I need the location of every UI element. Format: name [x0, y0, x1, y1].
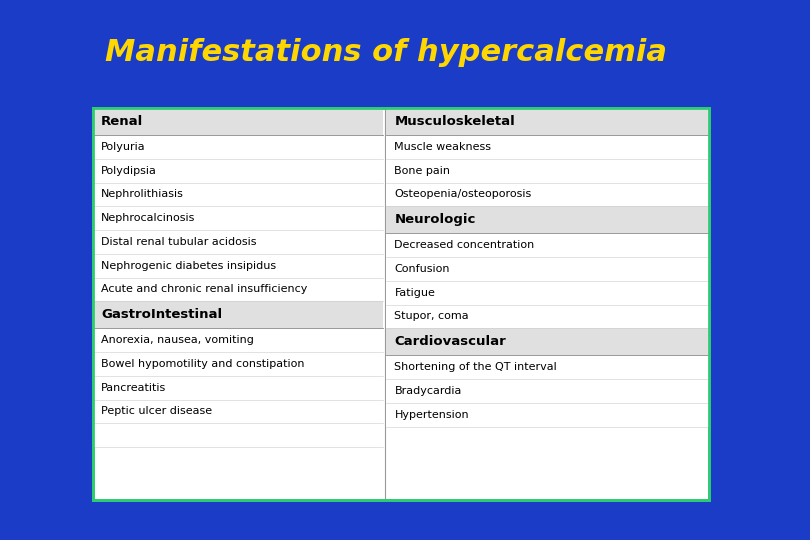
Text: GastroIntestinal: GastroIntestinal	[101, 308, 223, 321]
FancyBboxPatch shape	[93, 159, 383, 183]
FancyBboxPatch shape	[93, 108, 383, 135]
FancyBboxPatch shape	[93, 301, 383, 328]
Text: Nephrogenic diabetes insipidus: Nephrogenic diabetes insipidus	[101, 261, 276, 271]
FancyBboxPatch shape	[386, 159, 709, 183]
Text: Peptic ulcer disease: Peptic ulcer disease	[101, 407, 212, 416]
FancyBboxPatch shape	[93, 230, 383, 254]
Text: Decreased concentration: Decreased concentration	[394, 240, 535, 250]
FancyBboxPatch shape	[386, 355, 709, 379]
FancyBboxPatch shape	[386, 305, 709, 328]
FancyBboxPatch shape	[93, 135, 383, 159]
Text: Distal renal tubular acidosis: Distal renal tubular acidosis	[101, 237, 257, 247]
FancyBboxPatch shape	[386, 403, 709, 427]
FancyBboxPatch shape	[386, 183, 709, 206]
Text: Bradycardia: Bradycardia	[394, 386, 462, 396]
Text: Bowel hypomotility and constipation: Bowel hypomotility and constipation	[101, 359, 305, 369]
FancyBboxPatch shape	[386, 108, 709, 135]
Text: Fatigue: Fatigue	[394, 288, 435, 298]
Text: Acute and chronic renal insufficiency: Acute and chronic renal insufficiency	[101, 285, 308, 294]
FancyBboxPatch shape	[93, 328, 383, 352]
FancyBboxPatch shape	[386, 281, 709, 305]
Text: Nephrocalcinosis: Nephrocalcinosis	[101, 213, 196, 223]
Text: Osteopenia/osteoporosis: Osteopenia/osteoporosis	[394, 190, 531, 199]
FancyBboxPatch shape	[93, 400, 383, 423]
FancyBboxPatch shape	[386, 206, 709, 233]
Text: Musculoskeletal: Musculoskeletal	[394, 115, 515, 128]
FancyBboxPatch shape	[93, 183, 383, 206]
FancyBboxPatch shape	[386, 379, 709, 403]
FancyBboxPatch shape	[93, 352, 383, 376]
FancyBboxPatch shape	[386, 257, 709, 281]
Text: Hypertension: Hypertension	[394, 410, 469, 420]
FancyBboxPatch shape	[93, 278, 383, 301]
Text: Renal: Renal	[101, 115, 143, 128]
Text: Anorexia, nausea, vomiting: Anorexia, nausea, vomiting	[101, 335, 254, 345]
Text: Cardiovascular: Cardiovascular	[394, 335, 506, 348]
Text: Pancreatitis: Pancreatitis	[101, 383, 167, 393]
FancyBboxPatch shape	[93, 108, 709, 500]
FancyBboxPatch shape	[386, 233, 709, 257]
Text: Manifestations of hypercalcemia: Manifestations of hypercalcemia	[105, 38, 667, 67]
Text: Neurologic: Neurologic	[394, 213, 475, 226]
Text: Polydipsia: Polydipsia	[101, 166, 157, 176]
Text: Muscle weakness: Muscle weakness	[394, 142, 492, 152]
Text: Bone pain: Bone pain	[394, 166, 450, 176]
FancyBboxPatch shape	[93, 254, 383, 278]
Text: Stupor, coma: Stupor, coma	[394, 312, 469, 321]
Text: Shortening of the QT interval: Shortening of the QT interval	[394, 362, 557, 372]
Text: Polyuria: Polyuria	[101, 142, 146, 152]
FancyBboxPatch shape	[93, 206, 383, 230]
FancyBboxPatch shape	[93, 423, 383, 447]
Text: Nephrolithiasis: Nephrolithiasis	[101, 190, 184, 199]
FancyBboxPatch shape	[386, 135, 709, 159]
FancyBboxPatch shape	[93, 376, 383, 400]
Text: Confusion: Confusion	[394, 264, 450, 274]
FancyBboxPatch shape	[386, 328, 709, 355]
